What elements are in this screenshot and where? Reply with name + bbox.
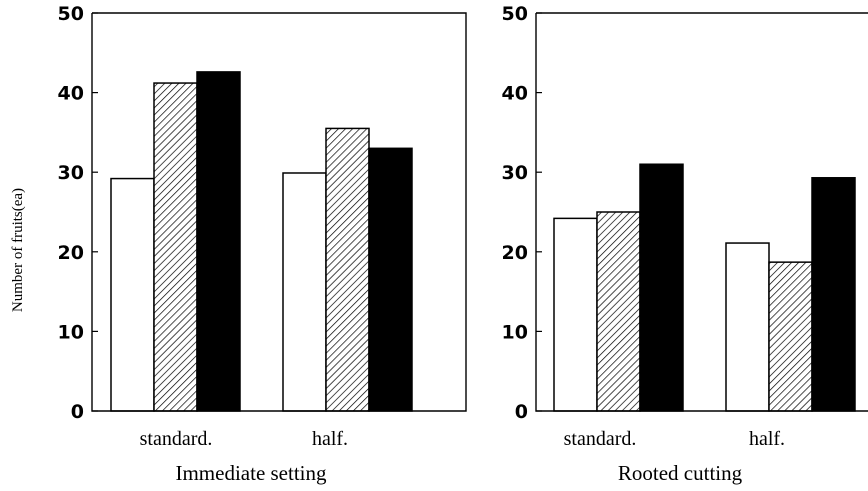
bar-standard-black [639, 163, 684, 412]
bar-standard-hatched [153, 82, 198, 412]
y-tick-label: 30 [502, 162, 528, 184]
category-label-half: half. [312, 428, 348, 450]
category-label-standard: standard. [564, 428, 637, 450]
bar-half-black [811, 177, 856, 412]
bar-half-white [282, 172, 327, 412]
bar-half-white [725, 242, 770, 412]
category-label-standard: standard. [140, 428, 213, 450]
bar-standard-hatched [596, 211, 641, 412]
y-tick-label: 0 [515, 401, 528, 423]
bar-standard-white [553, 217, 598, 412]
bar-half-hatched [325, 127, 370, 412]
axes-frame [91, 12, 467, 412]
bar-standard-black [196, 71, 241, 412]
y-tick-label: 50 [502, 3, 528, 25]
chart-panel-rooted-cutting: 0 10 20 30 40 50 standard. half. Rooted cutting [502, 3, 868, 485]
y-tick-label: 40 [58, 83, 84, 105]
y-tick-label: 50 [58, 3, 84, 25]
y-tick-label: 30 [58, 162, 84, 184]
chart-panel-immediate-setting: 0 10 20 30 40 50 standard. half. Immediate setti… [58, 3, 467, 485]
bar-standard-white [110, 177, 155, 412]
y-tick-label: 40 [502, 83, 528, 105]
y-axis-label: Number of fruits(ea) [10, 188, 26, 312]
bar-half-hatched [768, 261, 813, 412]
y-tick-label: 20 [58, 242, 84, 264]
category-label-half: half. [749, 428, 785, 450]
x-axis-label: Rooted cutting [618, 461, 743, 485]
bar-half-black [368, 147, 413, 412]
y-tick-label: 10 [58, 321, 84, 343]
y-tick-label: 0 [71, 401, 84, 423]
x-axis-label: Immediate setting [175, 461, 327, 485]
y-tick-label: 10 [502, 321, 528, 343]
y-tick-label: 20 [502, 242, 528, 264]
